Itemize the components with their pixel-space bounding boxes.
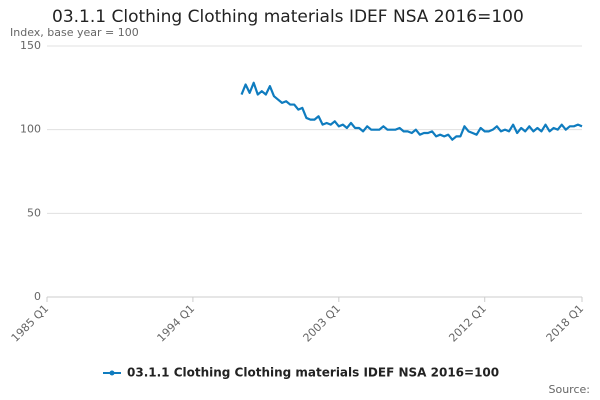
subtitle: Index, base year = 100 (10, 26, 139, 39)
x-tick-label: 1985 Q1 (9, 302, 52, 345)
y-tick-label: 0 (34, 290, 41, 303)
x-tick-label: 2003 Q1 (301, 302, 344, 345)
legend-label: 03.1.1 Clothing Clothing materials IDEF … (127, 366, 499, 380)
x-tick-label: 1994 Q1 (155, 302, 198, 345)
legend-marker (109, 370, 115, 376)
chart-title: 03.1.1 Clothing Clothing materials IDEF … (52, 7, 524, 27)
series-line (240, 81, 583, 141)
y-tick-label: 100 (20, 123, 41, 136)
y-tick-label: 150 (20, 39, 41, 52)
source: Source: (549, 383, 591, 396)
x-tick-label: 2018 Q1 (544, 302, 587, 345)
x-tick-label: 2012 Q1 (446, 302, 489, 345)
y-tick-label: 50 (27, 206, 41, 219)
